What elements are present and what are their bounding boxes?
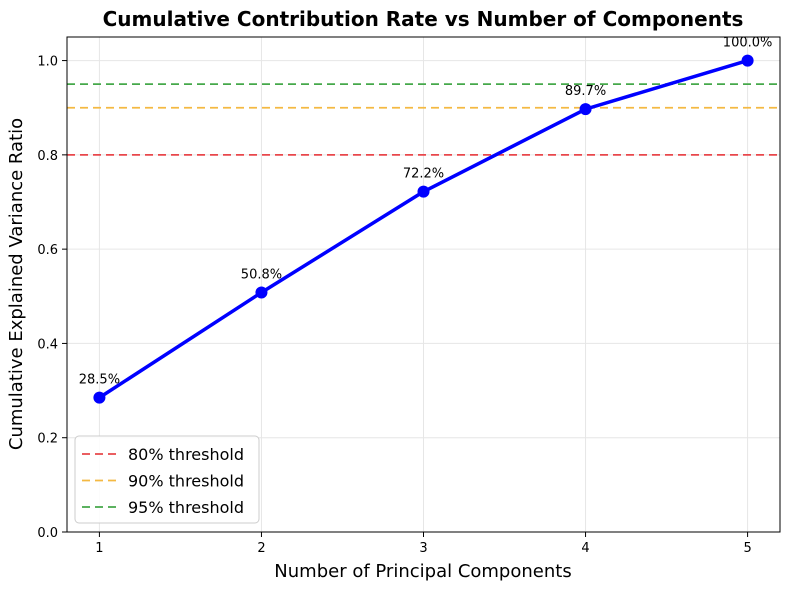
y-axis-label: Cumulative Explained Variance Ratio bbox=[6, 118, 27, 450]
y-tick-label: 1.0 bbox=[37, 55, 58, 70]
x-tick-label: 1 bbox=[95, 541, 103, 556]
x-tick-label: 4 bbox=[581, 541, 589, 556]
data-points bbox=[93, 54, 754, 404]
y-tick-label: 0.6 bbox=[37, 243, 58, 258]
legend-label: 95% threshold bbox=[128, 498, 244, 517]
y-tick-label: 0.8 bbox=[37, 149, 58, 164]
x-tick-label: 3 bbox=[419, 541, 427, 556]
data-point bbox=[417, 185, 430, 198]
chart-title: Cumulative Contribution Rate vs Number o… bbox=[103, 7, 744, 31]
data-point bbox=[93, 391, 106, 404]
x-axis-label: Number of Principal Components bbox=[274, 561, 571, 582]
x-tick-label: 5 bbox=[743, 541, 751, 556]
data-label: 89.7% bbox=[565, 84, 606, 99]
x-tick-label: 2 bbox=[257, 541, 265, 556]
data-label: 100.0% bbox=[723, 36, 773, 51]
data-label: 50.8% bbox=[241, 268, 282, 283]
y-tick-label: 0.4 bbox=[37, 337, 58, 352]
y-axis-ticks: 0.0 0.2 0.4 0.6 0.8 1.0 bbox=[37, 55, 67, 541]
legend-box bbox=[74, 435, 260, 524]
data-point bbox=[255, 286, 268, 299]
data-point bbox=[741, 54, 754, 67]
y-tick-label: 0.2 bbox=[37, 432, 58, 447]
data-labels: 28.5% 50.8% 72.2% 89.7% 100.0% bbox=[79, 36, 773, 388]
data-point bbox=[579, 103, 592, 116]
legend: 80% threshold 90% threshold 95% threshold bbox=[74, 435, 260, 524]
legend-label: 80% threshold bbox=[128, 445, 244, 464]
y-tick-label: 0.0 bbox=[37, 526, 58, 541]
x-axis-ticks: 1 2 3 4 5 bbox=[95, 532, 752, 556]
legend-label: 90% threshold bbox=[128, 472, 244, 491]
data-label: 28.5% bbox=[79, 373, 120, 388]
data-label: 72.2% bbox=[403, 167, 444, 182]
threshold-lines bbox=[67, 83, 780, 156]
